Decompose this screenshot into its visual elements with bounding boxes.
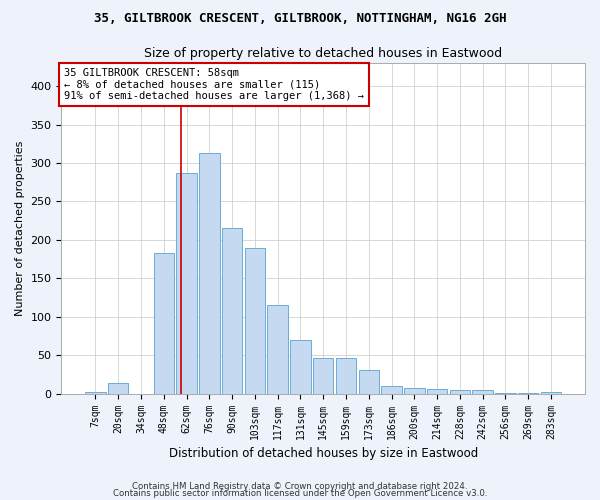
Bar [472, 390, 493, 394]
Bar [495, 393, 515, 394]
Bar [176, 173, 197, 394]
Bar [154, 253, 174, 394]
Text: 35 GILTBROOK CRESCENT: 58sqm
← 8% of detached houses are smaller (115)
91% of se: 35 GILTBROOK CRESCENT: 58sqm ← 8% of det… [64, 68, 364, 101]
Bar [336, 358, 356, 394]
X-axis label: Distribution of detached houses by size in Eastwood: Distribution of detached houses by size … [169, 447, 478, 460]
Bar [404, 388, 425, 394]
Bar [199, 153, 220, 394]
Text: Contains public sector information licensed under the Open Government Licence v3: Contains public sector information licen… [113, 490, 487, 498]
Bar [268, 306, 288, 394]
Bar [541, 392, 561, 394]
Bar [290, 340, 311, 394]
Bar [108, 383, 128, 394]
Bar [449, 390, 470, 394]
Title: Size of property relative to detached houses in Eastwood: Size of property relative to detached ho… [144, 48, 502, 60]
Bar [381, 386, 402, 394]
Text: Contains HM Land Registry data © Crown copyright and database right 2024.: Contains HM Land Registry data © Crown c… [132, 482, 468, 491]
Bar [313, 358, 334, 394]
Text: 35, GILTBROOK CRESCENT, GILTBROOK, NOTTINGHAM, NG16 2GH: 35, GILTBROOK CRESCENT, GILTBROOK, NOTTI… [94, 12, 506, 26]
Bar [222, 228, 242, 394]
Bar [245, 248, 265, 394]
Bar [427, 389, 448, 394]
Bar [518, 393, 538, 394]
Y-axis label: Number of detached properties: Number of detached properties [15, 140, 25, 316]
Bar [85, 392, 106, 394]
Bar [359, 370, 379, 394]
